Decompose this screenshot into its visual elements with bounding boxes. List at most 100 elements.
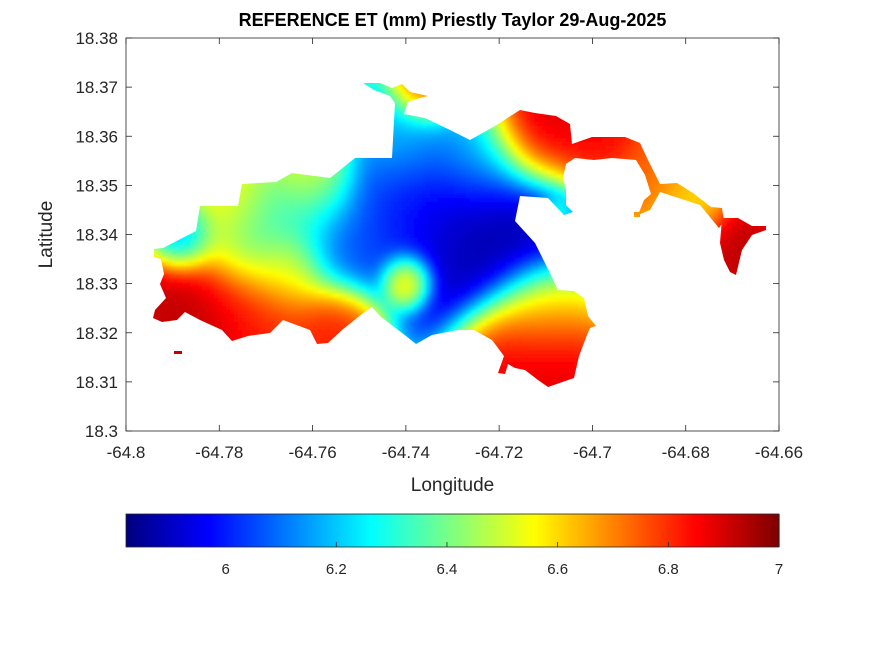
heat-cell xyxy=(306,90,311,95)
heat-cell xyxy=(162,166,167,171)
heat-cell xyxy=(362,118,367,123)
heat-cell xyxy=(198,162,203,167)
heat-cell xyxy=(738,118,743,123)
heat-cell xyxy=(570,182,575,187)
heat-cell xyxy=(498,98,503,103)
heat-cell xyxy=(178,130,183,135)
heat-cell xyxy=(710,170,715,175)
heat-cell xyxy=(354,194,359,199)
heat-cell xyxy=(662,102,667,107)
heat-cell xyxy=(338,142,343,147)
heat-cell xyxy=(618,194,623,199)
heat-cell xyxy=(614,198,619,203)
heat-cell xyxy=(582,118,587,123)
heat-cell xyxy=(170,146,175,151)
heat-cell xyxy=(170,150,175,155)
heat-cell xyxy=(282,154,287,159)
heat-cell xyxy=(526,202,531,207)
heat-cell xyxy=(678,86,683,91)
heat-cell xyxy=(454,174,459,179)
heat-cell xyxy=(590,126,595,131)
heat-cell xyxy=(534,82,539,87)
heat-cell xyxy=(222,150,227,155)
heat-cell xyxy=(206,146,211,151)
heat-cell xyxy=(150,118,155,123)
heat-cell xyxy=(282,162,287,167)
heat-cell xyxy=(518,154,523,159)
heat-cell xyxy=(370,146,375,151)
heat-cell xyxy=(766,154,771,159)
heat-cell xyxy=(402,162,407,167)
heat-cell xyxy=(346,86,351,91)
heat-cell xyxy=(438,154,443,159)
heat-cell xyxy=(558,178,563,183)
heat-cell xyxy=(542,186,547,191)
heat-cell xyxy=(650,134,655,139)
heat-cell xyxy=(418,166,423,171)
heat-cell xyxy=(650,130,655,135)
heat-cell xyxy=(626,202,631,207)
heat-cell xyxy=(674,174,679,179)
heat-cell xyxy=(210,158,215,163)
heat-cell xyxy=(378,202,383,207)
heat-cell xyxy=(182,86,187,91)
heat-cell xyxy=(642,142,647,147)
heat-cell xyxy=(466,86,471,91)
heat-cell xyxy=(362,82,367,87)
heat-cell xyxy=(366,106,371,111)
heat-cell xyxy=(638,190,643,195)
heat-cell xyxy=(610,82,615,87)
heat-cell xyxy=(554,86,559,91)
heat-cell xyxy=(374,94,379,99)
heat-cell xyxy=(690,150,695,155)
heat-cell xyxy=(678,150,683,155)
heat-cell xyxy=(586,198,591,203)
heat-cell xyxy=(402,110,407,115)
heat-cell xyxy=(258,94,263,99)
heat-cell xyxy=(734,150,739,155)
heat-cell xyxy=(534,118,539,123)
heat-cell xyxy=(450,130,455,135)
heat-cell xyxy=(638,170,643,175)
heat-cell xyxy=(674,170,679,175)
heat-cell xyxy=(330,78,335,83)
heat-cell xyxy=(610,110,615,115)
heat-cell xyxy=(282,170,287,175)
heat-cell xyxy=(354,162,359,167)
heat-cell xyxy=(346,94,351,99)
heat-cell xyxy=(230,154,235,159)
heat-cell xyxy=(346,110,351,115)
heat-cell xyxy=(678,170,683,175)
heat-cell xyxy=(510,78,515,83)
heat-cell xyxy=(238,150,243,155)
heat-cell xyxy=(578,122,583,127)
heat-cell xyxy=(598,142,603,147)
heat-cell xyxy=(282,206,287,211)
heat-cell xyxy=(238,86,243,91)
heat-cell xyxy=(314,94,319,99)
heat-cell xyxy=(398,78,403,83)
heat-cell xyxy=(242,162,247,167)
heat-cell xyxy=(762,98,767,103)
heat-cell xyxy=(618,118,623,123)
heat-cell xyxy=(358,166,363,171)
heat-cell xyxy=(574,102,579,107)
heat-cell xyxy=(410,194,415,199)
heat-cell xyxy=(490,166,495,171)
heat-cell xyxy=(446,198,451,203)
heat-cell xyxy=(422,78,427,83)
heat-cell xyxy=(202,198,207,203)
heat-cell xyxy=(646,146,651,151)
heat-cell xyxy=(434,186,439,191)
heat-cell xyxy=(282,134,287,139)
heat-cell xyxy=(558,150,563,155)
heat-cell xyxy=(530,182,535,187)
heat-cell xyxy=(614,202,619,207)
heat-cell xyxy=(226,118,231,123)
heat-cell xyxy=(182,166,187,171)
heat-cell xyxy=(550,126,555,131)
heat-cell xyxy=(218,90,223,95)
heat-cell xyxy=(474,190,479,195)
heat-cell xyxy=(630,106,635,111)
heat-cell xyxy=(678,130,683,135)
